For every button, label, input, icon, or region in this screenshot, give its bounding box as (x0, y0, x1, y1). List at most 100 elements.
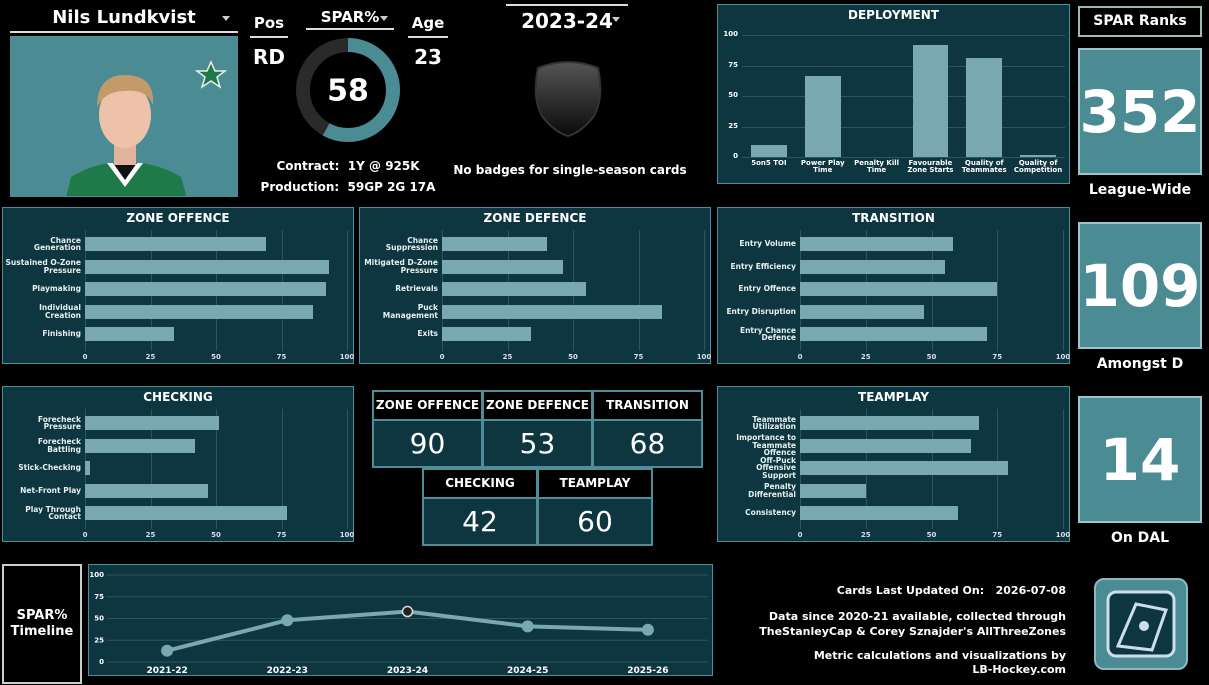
chart-title: TRANSITION (852, 211, 935, 225)
y-tick-label: 75 (94, 593, 104, 601)
y-tick-label: Entry Volume (739, 239, 796, 249)
rank-label: On DAL (1110, 530, 1170, 546)
grid-line (347, 230, 348, 351)
age-value: 23 (414, 45, 442, 69)
credit-line: Data since 2020-21 available, collected … (768, 610, 1066, 623)
x-tick-label: 100 (339, 353, 355, 361)
chart-panel: DEPLOYMENT 0 25 50 75 100 5on5 TOI Power Play T… (717, 4, 1070, 184)
bar (800, 483, 866, 498)
x-tick-label: 25 (502, 353, 513, 361)
y-tick-label: 25 (94, 636, 104, 644)
summary-header: CHECKING (422, 468, 538, 499)
bar (800, 259, 945, 274)
spar-label[interactable]: SPAR% (306, 8, 394, 30)
grid-line (347, 409, 348, 529)
y-tick-label: 50 (728, 91, 738, 99)
x-tick-label: 2024-25 (507, 666, 548, 675)
bar (800, 304, 924, 319)
x-tick-label: 75 (276, 353, 287, 361)
y-tick-label: 50 (94, 615, 104, 623)
y-tick-label: Puck Management (382, 303, 438, 320)
rank-label: League-Wide (1088, 182, 1192, 198)
y-tick-label: 100 (723, 30, 738, 38)
y-tick-label: Forecheck Pressure (37, 414, 81, 431)
spar-donut: 58 (296, 38, 400, 142)
x-tick-label: 0 (797, 353, 803, 361)
summary-header: TRANSITION (592, 390, 703, 421)
dropdown-arrow (612, 17, 620, 22)
x-tick-label: 100 (1055, 353, 1071, 361)
summary-value: 68 (592, 419, 703, 468)
x-tick-label: 0 (82, 353, 88, 361)
x-tick-label: Quality of Teammates (961, 159, 1007, 174)
grid-line (638, 230, 640, 351)
production-value: 59GP 2G 17A (347, 180, 436, 194)
y-tick-label: Chance Generation (33, 235, 81, 252)
bar (442, 237, 547, 251)
line-chart: 0 25 50 75 100 2021-22 2022-23 2023-24 2024-25 20… (89, 571, 708, 675)
bar (1020, 154, 1056, 157)
timeline-label: SPAR% Timeline (2, 564, 82, 684)
y-tick-label: 75 (728, 60, 738, 69)
x-tick-label: 25 (145, 531, 156, 539)
y-tick-label: Teammate Utilization (752, 414, 796, 431)
x-tick-label: 25 (860, 353, 871, 361)
chart-title: DEPLOYMENT (847, 8, 939, 22)
point (641, 623, 654, 636)
bar (85, 282, 327, 296)
logo-art (1106, 590, 1176, 658)
point (521, 620, 534, 633)
x-tick-label: 25 (145, 353, 156, 361)
player-select[interactable]: Nils Lundkvist (10, 6, 238, 33)
x-tick-label: 0 (82, 531, 88, 539)
y-tick-label: Stick-Checking (18, 463, 81, 473)
chart-panel: 0 25 50 75 100 2021-22 2022-23 2023-24 2024-25 20… (88, 564, 713, 676)
y-tick-label: Playmaking (32, 284, 81, 294)
grid-line (704, 230, 705, 351)
x-tick-label: 0 (439, 353, 445, 361)
summary-value: 42 (422, 497, 538, 546)
summary-header: ZONE OFFENCE (372, 390, 483, 421)
x-tick-label: Quality of Competition (1013, 159, 1063, 174)
y-tick-label: Entry Disruption (726, 306, 796, 316)
rank-value: 352 (1078, 48, 1202, 175)
donut-arc (296, 38, 400, 142)
bar (966, 58, 1002, 157)
badges-note: No badges for single-season cards (453, 163, 687, 177)
chart-title: TEAMPLAY (858, 390, 929, 404)
point (401, 605, 414, 618)
y-tick-label: Net-Front Play (20, 485, 81, 495)
bar (85, 416, 219, 430)
bar (85, 438, 196, 453)
bar (751, 144, 787, 157)
bar (442, 327, 532, 341)
x-tick-label: Penalty Kill Time (854, 159, 900, 174)
credit-line: LB-Hockey.com (972, 663, 1066, 676)
photo-art (66, 60, 228, 196)
badge-shield (534, 61, 602, 138)
grid-line (742, 96, 1065, 97)
chart-title: CHECKING (143, 390, 213, 404)
chart-panel: ZONE DEFENCE 0 25 50 75 100 Chance Suppression… (359, 207, 711, 364)
x-tick-label: 50 (926, 353, 937, 361)
bar (442, 282, 587, 296)
bar (85, 237, 266, 251)
rank-value: 14 (1078, 396, 1202, 523)
y-tick-label: Finishing (42, 329, 81, 339)
bar (85, 461, 91, 475)
bar (442, 304, 663, 319)
rank-value: 109 (1078, 222, 1202, 349)
chart-panel: TRANSITION 0 25 50 75 100 Entry Volume Entry Ef… (717, 207, 1070, 364)
production-line: Production: 59GP 2G 17A (230, 180, 466, 194)
y-tick-label: Off-Puck Offensive Support (756, 455, 796, 480)
pos-value: RD (252, 45, 285, 69)
bar (804, 76, 841, 157)
season-select[interactable]: 2023-24 (506, 4, 628, 34)
summary-header: TEAMPLAY (537, 468, 653, 499)
updated-line: Cards Last Updated On: 2026-07-08 (780, 584, 1066, 597)
bar (912, 44, 949, 157)
y-tick-label: Exits (417, 329, 438, 339)
pos-label: Pos (250, 14, 288, 38)
ranks-title: SPAR Ranks (1078, 6, 1202, 37)
bar (85, 327, 175, 341)
